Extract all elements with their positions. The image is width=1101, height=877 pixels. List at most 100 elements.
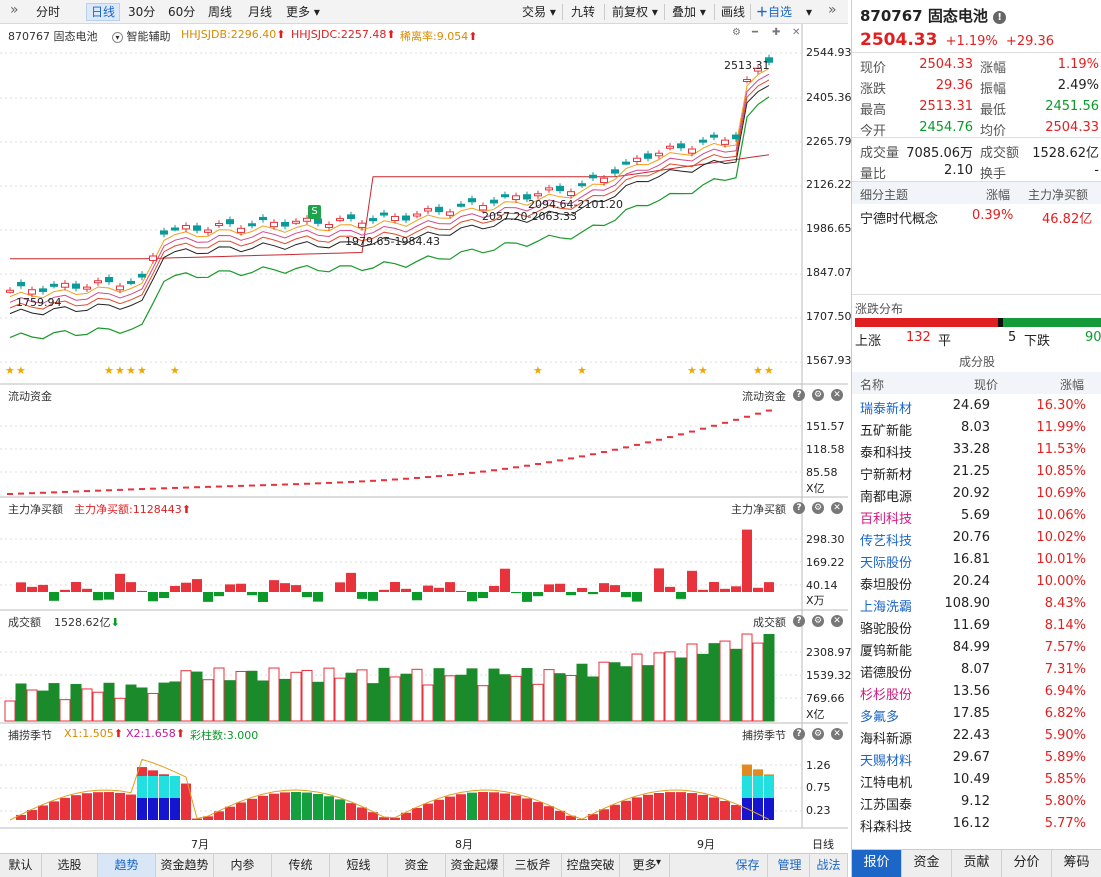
chevron-down-icon: ▾ <box>112 32 123 43</box>
quote-label: 最高 <box>860 103 887 118</box>
period-tab-daily[interactable]: 日线 <box>86 3 121 21</box>
flow-panel-right-title: 流动资金 <box>742 390 786 403</box>
period-tab-60min[interactable]: 60分 <box>168 5 196 19</box>
save-button[interactable]: 保存 <box>728 854 768 877</box>
settings-icon[interactable]: ⚙ <box>812 389 824 401</box>
list-item[interactable]: 江特电机 10.49 5.85% <box>852 769 1101 791</box>
range-annotation-2: 2057.20-2063.33 <box>482 210 577 223</box>
trade-dropdown[interactable]: 交易 ▾ <box>522 5 556 19</box>
list-item[interactable]: 泰和科技 33.28 11.53% <box>852 439 1101 461</box>
list-item[interactable]: 科森科技 16.12 5.77% <box>852 813 1101 835</box>
flat-count: 5 <box>1008 330 1017 345</box>
list-item[interactable]: 天赐材料 29.67 5.89% <box>852 747 1101 769</box>
minus-icon[interactable]: ━ <box>752 27 759 38</box>
y-tick-label: 298.30 <box>806 533 845 546</box>
bottom-tab-6[interactable]: 短线 <box>330 854 388 877</box>
quote-value: 2504.33 <box>1045 120 1099 135</box>
close-icon[interactable]: ✕ <box>831 615 843 627</box>
bottom-tab-11[interactable]: 更多 <box>620 854 670 877</box>
bottom-tab-2[interactable]: 趋势 <box>98 854 156 877</box>
collapse-right-icon[interactable]: » <box>828 2 837 18</box>
list-item[interactable]: 泰坦股份 20.24 10.00% <box>852 571 1101 593</box>
manage-button[interactable]: 管理 <box>770 854 810 877</box>
help-icon[interactable]: ? <box>793 389 805 401</box>
quote-tab-1[interactable]: 资金 <box>902 850 952 877</box>
list-item[interactable]: 骆驼股份 11.69 8.14% <box>852 615 1101 637</box>
watchlist-dropdown-icon[interactable]: ▾ <box>806 5 813 19</box>
list-item[interactable]: 宁新新材 21.25 10.85% <box>852 461 1101 483</box>
list-item[interactable]: 多氟多 17.85 6.82% <box>852 703 1101 725</box>
volume-unit: X亿 <box>806 708 825 721</box>
list-item[interactable]: 上海洗霸 108.90 8.43% <box>852 593 1101 615</box>
list-item[interactable]: 诺德股份 8.07 7.31% <box>852 659 1101 681</box>
bottom-tab-0[interactable]: 默认 <box>0 854 42 877</box>
svg-text:★: ★ <box>577 364 587 377</box>
netbuy-panel-title: 主力净买额 <box>8 503 63 516</box>
bottom-tab-7[interactable]: 资金 <box>388 854 446 877</box>
list-item[interactable]: 厦钨新能 84.99 7.57% <box>852 637 1101 659</box>
bottom-tab-9[interactable]: 三板斧 <box>504 854 562 877</box>
indicator-deviation: 稀离率:9.054⬆ <box>400 30 478 43</box>
kline-chart[interactable]: ★ ★ ★ ★ ★ ★ ★ ★ ★ ★ ★ ★ ★ <box>0 24 848 853</box>
chart-area[interactable]: ★ ★ ★ ★ ★ ★ ★ ★ ★ ★ ★ ★ ★ 870767 固态电池 ▾ 智能辅助 HHJSJDB… <box>0 24 852 853</box>
list-item[interactable]: 瑞泰新材 24.69 16.30% <box>852 395 1101 417</box>
bottom-tab-4[interactable]: 内参 <box>214 854 272 877</box>
settings-icon[interactable]: ⚙ <box>732 27 741 38</box>
draw-line-button[interactable]: 画线 <box>721 5 746 19</box>
settings-icon[interactable]: ⚙ <box>812 502 824 514</box>
close-icon[interactable]: ✕ <box>831 502 843 514</box>
settings-icon[interactable]: ⚙ <box>812 728 824 740</box>
up-label: 上涨 <box>855 334 882 349</box>
nine-turn-button[interactable]: 九转 <box>571 5 596 19</box>
adjust-dropdown[interactable]: 前复权 ▾ <box>612 5 658 19</box>
list-item[interactable]: 南都电源 20.92 10.69% <box>852 483 1101 505</box>
smart-assist-toggle[interactable]: ▾ 智能辅助 <box>112 28 171 44</box>
list-item[interactable]: 五矿新能 8.03 11.99% <box>852 417 1101 439</box>
list-item[interactable]: 江苏国泰 9.12 5.80% <box>852 791 1101 813</box>
chart-stock-title: 870767 固态电池 <box>8 30 98 43</box>
quote-tab-0[interactable]: 报价 <box>852 850 902 877</box>
indicator-hhjsjdc: HHJSJDC:2257.48⬆ <box>291 28 396 41</box>
period-tab-weekly[interactable]: 周线 <box>208 5 233 19</box>
stock-change-pct: 10.01% <box>1036 552 1086 567</box>
stock-change-pct: 11.99% <box>1036 420 1086 435</box>
strategy-button[interactable]: 战法 <box>810 854 848 877</box>
y-tick-label: 2544.93 <box>806 46 852 59</box>
period-tab-fenshi[interactable]: 分时 <box>36 5 61 19</box>
quote-tab-3[interactable]: 分价 <box>1002 850 1052 877</box>
period-more-dropdown[interactable]: 更多 ▾ <box>286 5 320 19</box>
close-icon[interactable]: ✕ <box>831 728 843 740</box>
list-item[interactable]: 天际股份 16.81 10.01% <box>852 549 1101 571</box>
quote-tab-2[interactable]: 贡献 <box>952 850 1002 877</box>
help-icon[interactable]: ? <box>793 502 805 514</box>
bottom-tab-8[interactable]: 资金起爆 <box>446 854 504 877</box>
info-icon[interactable]: ! <box>993 11 1007 24</box>
bottom-tab-1[interactable]: 选股 <box>42 854 98 877</box>
stock-name: 杉杉股份 <box>860 688 913 703</box>
distribution-segment <box>855 318 998 327</box>
list-item[interactable]: 传艺科技 20.76 10.02% <box>852 527 1101 549</box>
close-icon[interactable]: ✕ <box>792 27 801 38</box>
help-icon[interactable]: ? <box>793 728 805 740</box>
y-tick-label: 769.66 <box>806 692 845 705</box>
bottom-tab-3[interactable]: 资金趋势 <box>156 854 214 877</box>
period-tab-30min[interactable]: 30分 <box>128 5 156 19</box>
overlay-dropdown[interactable]: 叠加 ▾ <box>672 5 706 19</box>
down-count: 90 <box>1085 330 1101 345</box>
settings-icon[interactable]: ⚙ <box>812 615 824 627</box>
period-tab-monthly[interactable]: 月线 <box>248 5 273 19</box>
bottom-tab-5[interactable]: 传统 <box>272 854 330 877</box>
bottom-tab-10[interactable]: 控盘突破 <box>562 854 620 877</box>
list-item[interactable]: 百利科技 5.69 10.06% <box>852 505 1101 527</box>
svg-text:★: ★ <box>137 364 147 377</box>
add-watchlist-button[interactable]: ＋自选 <box>756 5 793 19</box>
collapse-left-icon[interactable]: » <box>10 2 19 18</box>
season-panel-right-title: 捕捞季节 <box>742 729 786 742</box>
close-icon[interactable]: ✕ <box>831 389 843 401</box>
plus-icon[interactable]: ✚ <box>772 27 781 38</box>
help-icon[interactable]: ? <box>793 615 805 627</box>
list-item[interactable]: 海科新源 22.43 5.90% <box>852 725 1101 747</box>
quote-tab-4[interactable]: 筹码 <box>1052 850 1101 877</box>
list-item[interactable]: 杉杉股份 13.56 6.94% <box>852 681 1101 703</box>
stock-title: 870767 固态电池 ! <box>860 5 1007 26</box>
